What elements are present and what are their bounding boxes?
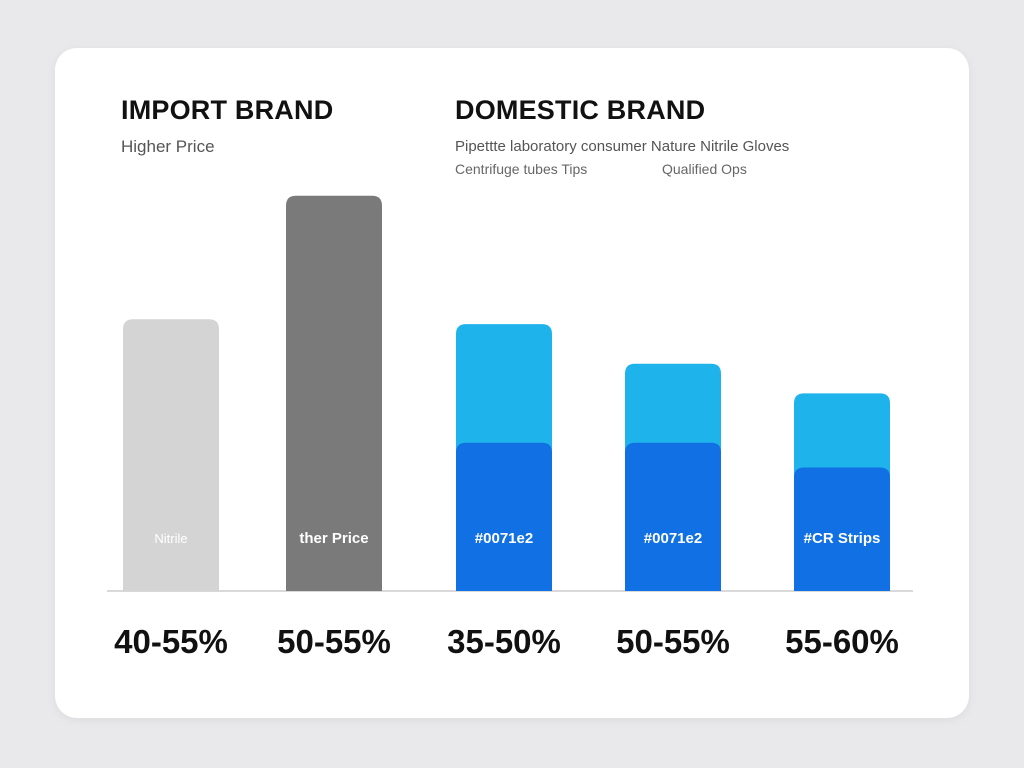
import-brand-title: IMPORT BRAND: [121, 95, 334, 125]
import-bar-light: [123, 319, 219, 591]
domestic-brand-subtitle-line2-a: Centrifuge tubes Tips: [455, 161, 588, 177]
bar-label-4: #CR Strips: [804, 530, 881, 547]
domestic-bar-3-bottom: [794, 467, 890, 591]
category-label-4: 55-60%: [785, 623, 899, 660]
bar-label-3: #0071e2: [644, 530, 702, 547]
domestic-bar-1-bottom: [456, 442, 552, 591]
bar-chart: Nitrile 40-55% ther Price 50-55% #0071e2 35-5…: [107, 195, 913, 660]
domestic-brand-title: DOMESTIC BRAND: [455, 95, 706, 125]
category-label-3: 50-55%: [616, 623, 730, 660]
domestic-brand-subtitle-line2-b: Qualified Ops: [662, 161, 747, 177]
bar-label-1: ther Price: [299, 530, 368, 547]
import-brand-subtitle: Higher Price: [121, 137, 215, 156]
import-bar-dark: [286, 195, 382, 592]
category-label-0: 40-55%: [114, 623, 228, 660]
domestic-brand-subtitle-line1: Pipettte laboratory consumer Nature Nitr…: [455, 138, 790, 155]
chart-card: IMPORT BRAND Higher Price DOMESTIC BRAND…: [55, 48, 969, 718]
bar-label-2: #0071e2: [475, 530, 533, 547]
bar-label-0: Nitrile: [154, 531, 187, 546]
category-label-1: 50-55%: [277, 623, 391, 660]
domestic-bar-2-bottom: [625, 442, 721, 591]
category-label-2: 35-50%: [447, 623, 561, 660]
